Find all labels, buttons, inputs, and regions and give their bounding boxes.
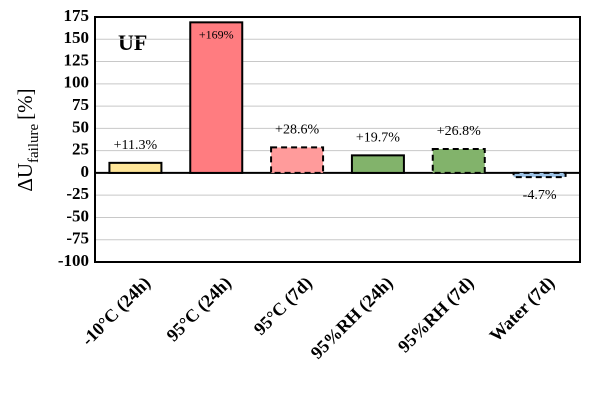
x-tick-label: 95°C (7d)	[250, 273, 317, 340]
bar	[350, 154, 405, 174]
value-label: +19.7%	[356, 130, 400, 145]
value-label: +11.3%	[114, 138, 158, 153]
x-tick-label: Water (7d)	[485, 273, 559, 347]
bar	[512, 171, 567, 179]
y-tick-label: 25	[72, 140, 89, 159]
plot-frame	[94, 16, 581, 263]
y-tick-label: 150	[64, 28, 90, 47]
y-axis-label: ΔUfailure [%]	[13, 88, 42, 191]
value-label: +28.6%	[275, 122, 319, 137]
y-tick-label: -25	[66, 184, 89, 203]
x-tick-label: 95%RH (7d)	[394, 273, 479, 358]
y-tick-label: -50	[66, 206, 89, 225]
annotation: UF	[118, 30, 147, 55]
y-tick-label: 175	[64, 6, 90, 25]
y-tick-label: 100	[64, 73, 90, 92]
value-label: -4.7%	[523, 188, 557, 203]
y-label-sub: failure	[26, 123, 42, 162]
bar	[431, 148, 486, 174]
y-label-main: ΔU	[13, 163, 37, 192]
bar	[189, 21, 244, 174]
y-tick-label: 50	[72, 117, 89, 136]
y-tick-label: -75	[66, 229, 89, 248]
y-tick-label: 75	[72, 95, 89, 114]
y-label-unit: [%]	[13, 88, 37, 119]
y-tick-label: 125	[64, 50, 90, 69]
bar	[270, 146, 325, 174]
value-label: +26.8%	[437, 124, 481, 139]
bar	[108, 161, 163, 174]
value-label: +169%	[199, 27, 234, 41]
y-tick-label: -100	[58, 251, 89, 270]
x-tick-label: -10°C (24h)	[77, 273, 155, 351]
x-tick-label: 95°C (24h)	[162, 273, 235, 346]
y-tick-label: 0	[81, 162, 90, 181]
x-tick-label: 95%RH (24h)	[307, 273, 398, 364]
